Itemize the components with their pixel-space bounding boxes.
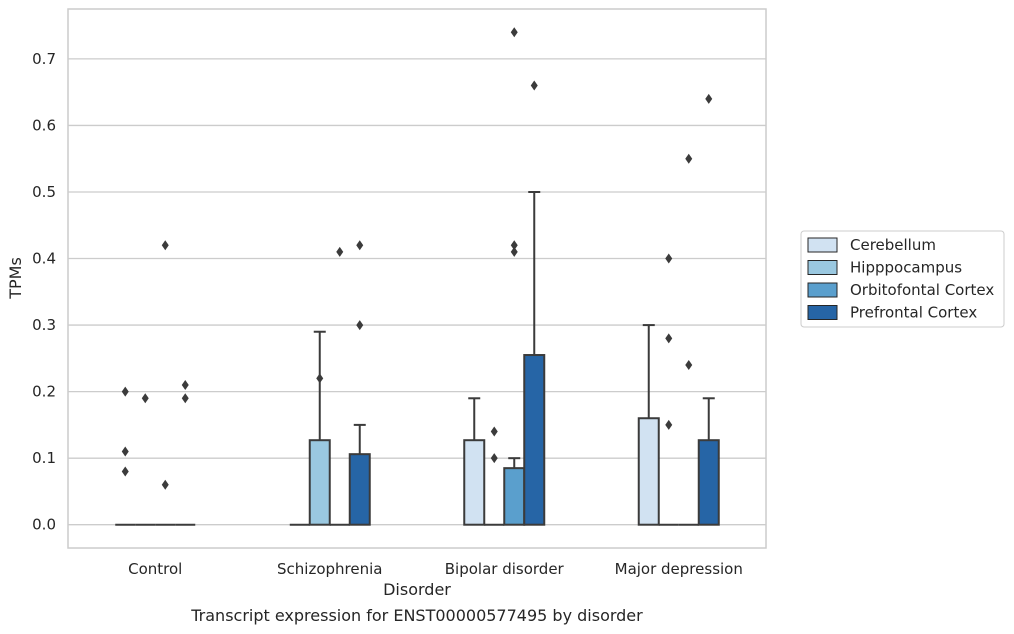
outlier-point bbox=[705, 93, 713, 104]
outlier-point bbox=[665, 419, 673, 430]
y-tick-label: 0.3 bbox=[32, 316, 56, 334]
y-tick-label: 0.2 bbox=[32, 383, 56, 401]
outlier-point bbox=[356, 240, 364, 251]
outlier-point bbox=[141, 393, 149, 404]
legend-label: Orbitofontal Cortex bbox=[850, 281, 994, 299]
x-tick-label: Major depression bbox=[615, 560, 743, 578]
outlier-point bbox=[121, 466, 129, 477]
legend-label: Hipppocampus bbox=[850, 259, 962, 277]
legend-swatch bbox=[807, 237, 838, 253]
y-axis-title: TPMs bbox=[6, 257, 25, 300]
x-tick-label: Schizophrenia bbox=[277, 560, 382, 578]
box bbox=[697, 439, 720, 526]
outlier-point bbox=[336, 246, 344, 257]
y-tick-label: 0.4 bbox=[32, 250, 56, 268]
x-tick-label: Control bbox=[128, 560, 182, 578]
legend-swatch bbox=[807, 282, 838, 298]
box bbox=[637, 417, 660, 526]
outlier-point bbox=[510, 240, 518, 251]
box bbox=[463, 439, 486, 526]
outlier-point bbox=[490, 426, 498, 437]
outlier-point bbox=[530, 80, 538, 91]
outlier-point bbox=[665, 253, 673, 264]
outlier-point bbox=[121, 386, 129, 397]
box bbox=[523, 354, 546, 526]
legend-frame bbox=[800, 230, 1005, 328]
outlier-point bbox=[490, 453, 498, 464]
plot-frame bbox=[67, 8, 767, 549]
legend-swatch bbox=[807, 260, 838, 275]
outlier-point bbox=[685, 360, 693, 371]
x-tick-labels: Control Schizophrenia Bipolar disorder Majo… bbox=[128, 560, 743, 578]
legend-swatch bbox=[807, 305, 838, 320]
outlier-point bbox=[181, 393, 189, 404]
outlier-point bbox=[161, 479, 169, 490]
chart-caption: Transcript expression for ENST0000057749… bbox=[191, 606, 643, 625]
outlier-point bbox=[161, 240, 169, 251]
box bbox=[503, 467, 526, 526]
boxes bbox=[115, 27, 720, 526]
outlier-point bbox=[356, 320, 364, 331]
legend-label: Prefrontal Cortex bbox=[850, 304, 977, 322]
y-tick-label: 0.6 bbox=[32, 116, 56, 134]
outlier-point bbox=[510, 27, 518, 38]
box bbox=[348, 453, 371, 526]
legend-label: Cerebellum bbox=[850, 236, 936, 254]
outlier-point bbox=[316, 373, 324, 384]
x-axis-title: Disorder bbox=[383, 580, 451, 599]
outlier-point bbox=[665, 333, 673, 344]
grid-lines bbox=[68, 58, 766, 526]
y-tick-label: 0.0 bbox=[32, 516, 56, 534]
y-tick-label: 0.1 bbox=[32, 449, 56, 467]
outlier-point bbox=[181, 379, 189, 390]
legend: Cerebellum Hipppocampus Orbitofontal Corte… bbox=[800, 230, 1005, 328]
box bbox=[308, 439, 331, 526]
x-tick-label: Bipolar disorder bbox=[445, 560, 565, 578]
y-tick-label: 0.7 bbox=[32, 50, 56, 68]
y-tick-label: 0.5 bbox=[32, 183, 56, 201]
outlier-point bbox=[685, 153, 693, 164]
y-tick-labels: 0.0 0.1 0.2 0.3 0.4 0.5 0.6 0.7 bbox=[32, 50, 56, 534]
outlier-point bbox=[121, 446, 129, 457]
outlier-point bbox=[510, 246, 518, 257]
